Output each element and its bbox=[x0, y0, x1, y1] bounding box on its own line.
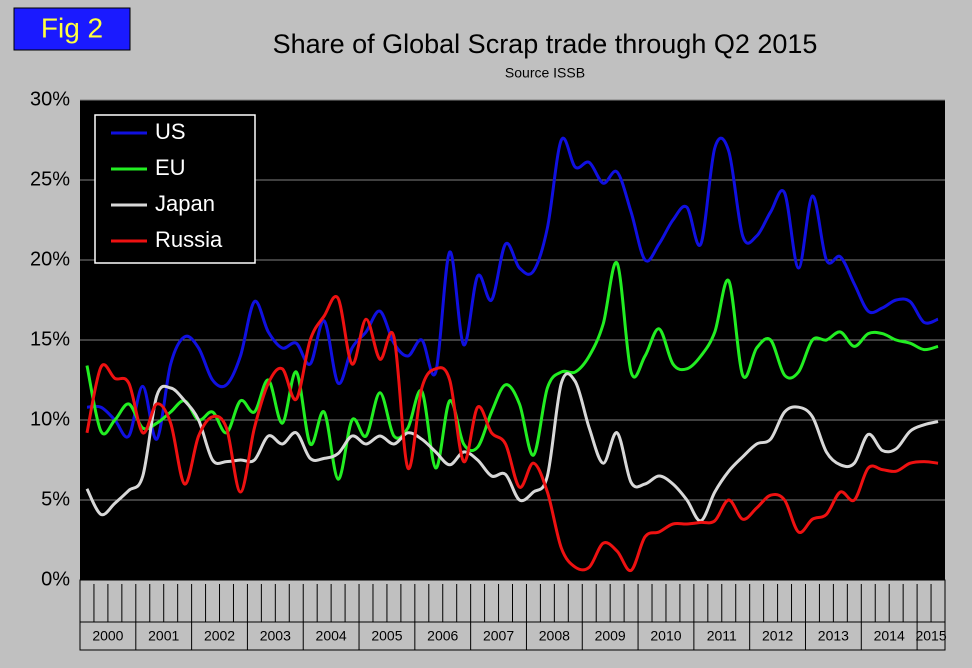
y-tick-label: 25% bbox=[30, 168, 70, 190]
chart-title: Share of Global Scrap trade through Q2 2… bbox=[273, 29, 818, 59]
series-line bbox=[85, 295, 939, 572]
chart-subtitle: Source ISSB bbox=[505, 65, 585, 81]
figure-label-box bbox=[13, 7, 131, 51]
y-tick-label: 30% bbox=[30, 88, 70, 110]
x-group-label: 2001 bbox=[148, 628, 179, 644]
x-group-label: 2003 bbox=[260, 628, 291, 644]
legend-box bbox=[94, 114, 256, 264]
x-group-label: 2013 bbox=[818, 628, 849, 644]
x-group-label: 2015 bbox=[915, 628, 946, 644]
legend-label: EU bbox=[155, 155, 186, 180]
figure-label: Fig 2 bbox=[41, 12, 103, 43]
x-group-label: 2000 bbox=[92, 628, 123, 644]
y-tick-label: 10% bbox=[30, 408, 70, 430]
y-tick-label: 20% bbox=[30, 248, 70, 270]
x-group-label: 2004 bbox=[316, 628, 347, 644]
x-group-label: 2007 bbox=[483, 628, 514, 644]
legend-label: Japan bbox=[155, 191, 215, 216]
series-line bbox=[85, 372, 939, 523]
x-group-label: 2011 bbox=[707, 628, 737, 644]
x-group-label: 2002 bbox=[204, 628, 235, 644]
y-tick-label: 15% bbox=[30, 328, 70, 350]
x-group-label: 2009 bbox=[595, 628, 626, 644]
x-group-label: 2010 bbox=[650, 628, 681, 644]
legend-label: Russia bbox=[155, 227, 223, 252]
x-group-label: 2005 bbox=[371, 628, 402, 644]
x-group-label: 2006 bbox=[427, 628, 458, 644]
x-group-label: 2012 bbox=[762, 628, 793, 644]
x-group-label: 2014 bbox=[874, 628, 905, 644]
y-tick-label: 0% bbox=[41, 568, 70, 590]
x-group-label: 2008 bbox=[539, 628, 570, 644]
series-line bbox=[86, 136, 939, 441]
legend-label: US bbox=[155, 119, 186, 144]
y-tick-label: 5% bbox=[41, 488, 70, 510]
series-line bbox=[85, 261, 939, 481]
